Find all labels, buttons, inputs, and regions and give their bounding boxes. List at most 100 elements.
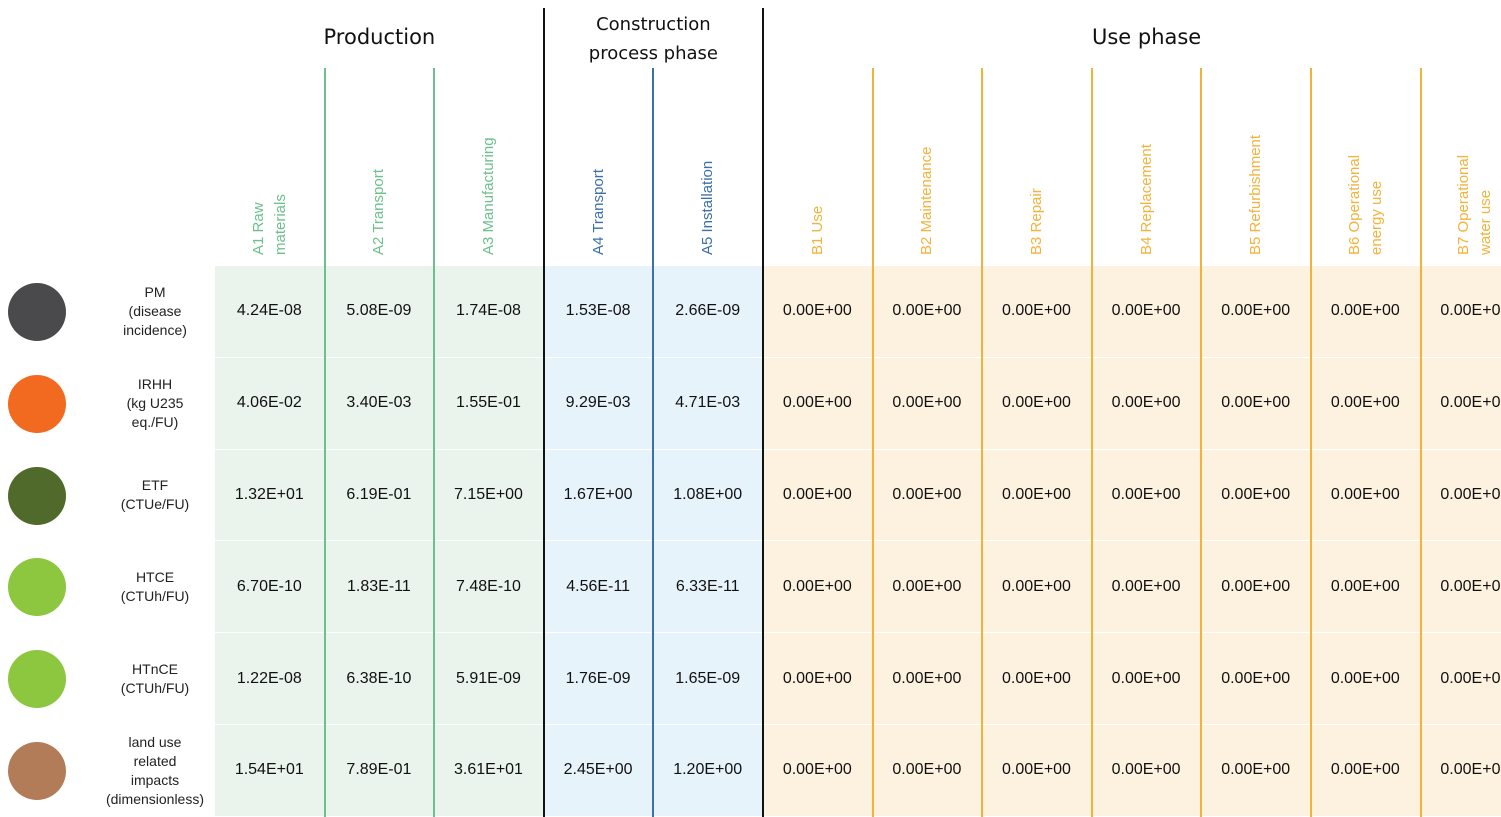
value-cell: 0.00E+00: [872, 449, 982, 541]
column-header-line: B1 Use: [808, 205, 826, 255]
value-cell: 0.00E+00: [1091, 449, 1201, 541]
value-cell: 0.00E+00: [1091, 266, 1201, 357]
value-cell: 0.00E+00: [1311, 633, 1420, 724]
column-header-line: B5 Refurbishment: [1247, 134, 1265, 255]
value-cell: 0.00E+00: [1420, 357, 1501, 449]
column-header-line: energy use: [1367, 180, 1385, 255]
value-cell: 1.20E+00: [653, 725, 762, 816]
value-cell: 1.08E+00: [653, 449, 762, 541]
label-line: impacts: [130, 771, 180, 788]
value-cell: 3.40E-03: [324, 357, 434, 449]
value-cell: 4.56E-11: [543, 541, 653, 633]
column-header: A1 Raw materials: [248, 70, 292, 255]
value-cell: 1.74E-08: [434, 266, 543, 357]
value-cell: 1.65E-09: [653, 633, 762, 724]
label-line: HTCE: [135, 569, 175, 586]
value-cell: 6.70E-10: [215, 541, 324, 633]
value-cell: 0.00E+00: [763, 266, 872, 357]
value-cell: 0.00E+00: [763, 357, 872, 449]
value-cell: 0.00E+00: [1311, 541, 1420, 633]
value-cell: 7.89E-01: [324, 725, 434, 816]
value-cell: 5.91E-09: [434, 633, 543, 724]
value-cell: 0.00E+00: [763, 725, 872, 816]
column-header-line: materials: [271, 194, 289, 255]
column-header: A4 Transport: [588, 70, 610, 255]
group-title: Construction process phase: [588, 14, 718, 64]
value-cell: 1.83E-11: [324, 541, 434, 633]
indicator-icon: [8, 282, 66, 341]
value-cell: 0.00E+00: [1311, 449, 1420, 541]
column-header-line: B7 Operational: [1455, 154, 1473, 255]
value-cell: 0.00E+00: [763, 633, 872, 724]
value-cell: 2.45E+00: [543, 725, 653, 816]
value-cell: 0.00E+00: [872, 633, 982, 724]
value-cell: 1.67E+00: [543, 449, 653, 541]
value-cell: 0.00E+00: [1311, 357, 1420, 449]
value-cell: 4.06E-02: [215, 357, 324, 449]
column-divider: [1090, 68, 1093, 817]
value-cell: 0.00E+00: [1311, 725, 1420, 816]
column-header-line: B4 Replacement: [1137, 144, 1155, 255]
indicator-icon: [8, 741, 66, 800]
column-divider: [652, 68, 655, 817]
value-cell: 1.22E-08: [215, 633, 324, 724]
column-header: B4 Replacement: [1136, 70, 1158, 255]
value-cell: 0.00E+00: [1091, 357, 1201, 449]
label-line: related: [133, 752, 177, 769]
label-line: PM: [144, 284, 166, 301]
indicator-label: ETF (CTUe/FU): [100, 450, 210, 542]
column-header-line: A3 Manufacturing: [480, 137, 497, 255]
indicator-label: land use related impacts (dimensionless): [100, 725, 210, 817]
value-cell: 6.33E-11: [653, 541, 762, 633]
column-header-line: A4 Transport: [589, 169, 607, 255]
value-cell: 0.00E+00: [1201, 633, 1310, 724]
column-header-line: A1 Raw: [249, 202, 267, 255]
indicator-icon: [8, 650, 66, 709]
indicator-label: HTnCE (CTUh/FU): [100, 633, 210, 725]
column-divider: [1200, 68, 1203, 817]
value-cell: 0.00E+00: [872, 266, 982, 357]
label-line: eq./FU): [131, 414, 179, 431]
column-header: A5 Installation: [697, 70, 719, 255]
value-cell: 0.00E+00: [982, 449, 1091, 541]
column-header-line: water use: [1477, 189, 1495, 255]
value-cell: 0.00E+00: [1091, 725, 1201, 816]
value-cell: 1.32E+01: [215, 449, 324, 541]
value-cell: 9.29E-03: [543, 357, 653, 449]
indicator-label: HTCE (CTUh/FU): [100, 541, 210, 633]
group-divider: [762, 8, 764, 817]
label-line: (dimensionless): [105, 790, 205, 807]
label-line: land use: [128, 733, 182, 750]
value-cell: 4.24E-08: [215, 266, 324, 357]
value-cell: 0.00E+00: [1420, 725, 1501, 816]
group-title: Production: [323, 25, 436, 49]
value-cell: 0.00E+00: [1420, 449, 1501, 541]
column-divider: [1419, 68, 1422, 817]
column-divider: [981, 68, 984, 817]
group-title: Use phase: [1091, 25, 1202, 49]
value-cell: 3.61E+01: [434, 725, 543, 816]
label-line: (disease: [128, 303, 182, 320]
column-header: B2 Maintenance: [916, 70, 938, 255]
label-line: IRHH: [137, 376, 173, 393]
value-cell: 0.00E+00: [982, 357, 1091, 449]
column-header: A3 Manufacturing: [478, 70, 500, 255]
value-cell: 0.00E+00: [1201, 357, 1310, 449]
value-cell: 0.00E+00: [763, 541, 872, 633]
label-line: HTnCE: [132, 661, 178, 678]
column-header: B1 Use: [807, 70, 829, 255]
indicator-icon: [8, 374, 66, 433]
value-cell: 0.00E+00: [763, 449, 872, 541]
label-line: (CTUh/FU): [120, 588, 190, 605]
column-divider: [1310, 68, 1312, 817]
value-cell: 0.00E+00: [982, 541, 1091, 633]
label-line: (CTUh/FU): [120, 680, 190, 697]
column-header-line: B2 Maintenance: [918, 146, 936, 255]
column-header: B7 Operational water use: [1453, 70, 1497, 255]
value-cell: 0.00E+00: [872, 357, 982, 449]
value-cell: 0.00E+00: [1091, 541, 1201, 633]
value-cell: 0.00E+00: [1420, 541, 1501, 633]
column-header-line: B6 Operational: [1345, 154, 1363, 255]
column-header-line: B3 Repair: [1028, 188, 1045, 255]
